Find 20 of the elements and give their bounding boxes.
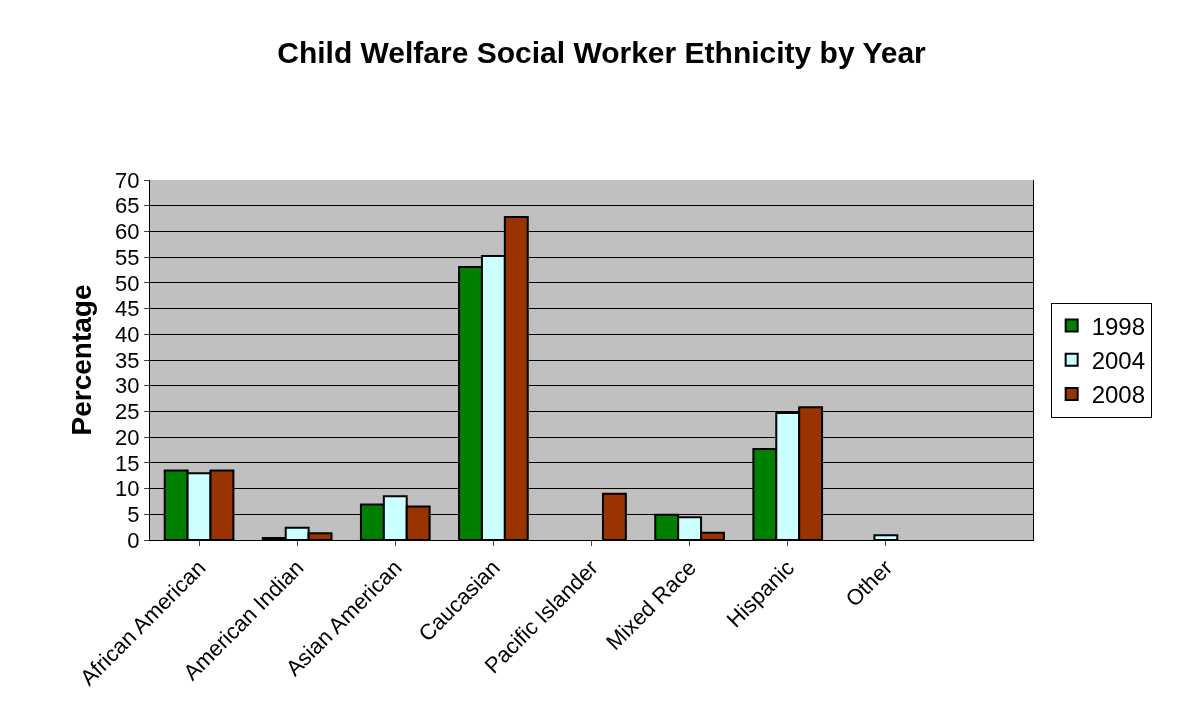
y-tick-label: 25 <box>115 399 140 425</box>
y-tick-label: 20 <box>115 424 140 450</box>
legend-label: 1998 <box>1091 312 1146 340</box>
y-tick-label: 60 <box>115 219 140 245</box>
y-tick-label: 10 <box>115 476 140 502</box>
y-tick-label: 30 <box>115 373 140 399</box>
y-tick-label: 5 <box>127 501 140 527</box>
legend-label: 2008 <box>1091 381 1146 409</box>
y-tick-label: 55 <box>115 244 140 270</box>
chart-title: Child Welfare Social Worker Ethnicity by Year <box>277 36 927 70</box>
y-tick-label: 35 <box>115 347 140 373</box>
y-tick-label: 0 <box>127 527 140 553</box>
y-tick-label: 40 <box>115 321 140 347</box>
legend-label: 2004 <box>1091 347 1146 375</box>
y-tick-label: 65 <box>115 193 140 219</box>
y-tick-label: 45 <box>115 296 140 322</box>
y-tick-label: 15 <box>115 450 140 476</box>
y-tick-label: 50 <box>115 270 140 296</box>
y-tick-label: 70 <box>115 167 140 193</box>
y-axis-title: Percentage <box>65 284 97 436</box>
